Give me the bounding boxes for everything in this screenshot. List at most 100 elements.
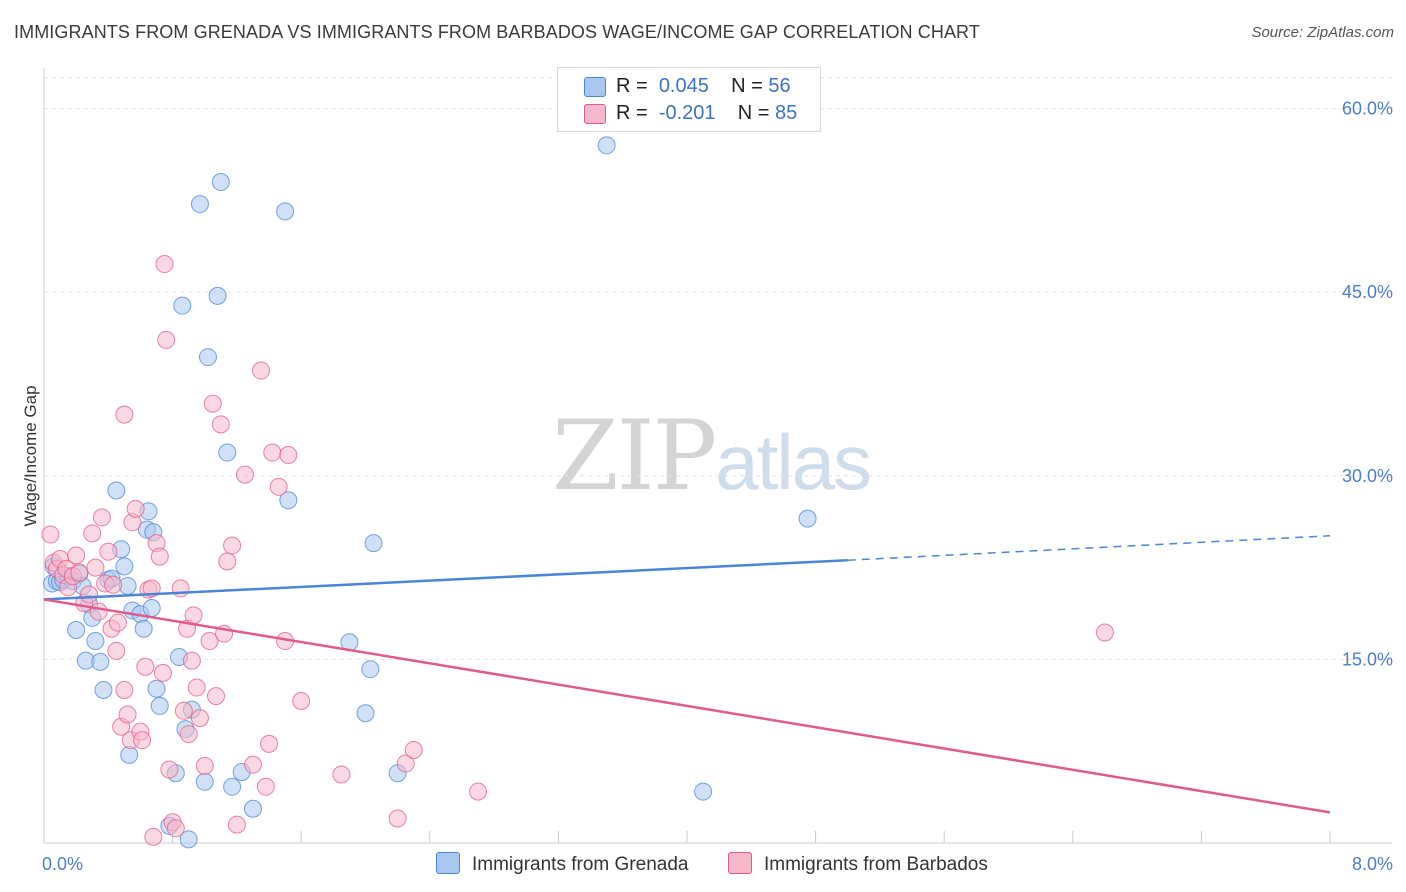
barbados-point (150, 547, 169, 566)
barbados-point (184, 606, 203, 625)
grenada-point (694, 782, 713, 801)
y-axis-label: Wage/Income Gap (21, 385, 40, 526)
legend-r-value: 0.045 (658, 75, 709, 97)
grenada-point (798, 509, 817, 528)
grenada-point (195, 772, 214, 791)
barbados-point (182, 651, 201, 670)
grenada-point (115, 557, 134, 576)
grenada-point (190, 195, 209, 214)
barbados-point (115, 681, 134, 699)
trend-lines (43, 535, 1331, 814)
barbados-point (179, 725, 198, 744)
barbados-point (269, 477, 288, 496)
barbados-point (256, 777, 275, 796)
barbados-point (126, 499, 145, 518)
barbados-point (133, 731, 152, 750)
barbados-point (243, 755, 262, 774)
legend-n-value: 85 (775, 102, 798, 124)
legend-text-barbados: R = -0.201 N = 85 (616, 102, 797, 125)
bottom-legend-barbados: Immigrants from Barbados (728, 852, 988, 876)
barbados-point (155, 255, 174, 274)
legend-r-label: R = (616, 102, 648, 124)
barbados-point (203, 394, 222, 413)
y-tick-label: 60.0% (1342, 99, 1393, 119)
barbados-point (207, 687, 226, 706)
barbados-point (195, 756, 214, 775)
barbados-point (388, 809, 407, 828)
barbados-point (263, 443, 282, 462)
legend-n-label: N = (731, 75, 763, 97)
barbados-point (166, 819, 185, 838)
grid-lines (44, 77, 1392, 660)
grenada-point (243, 799, 262, 818)
barbados-point (70, 563, 89, 582)
grenada-point (211, 173, 230, 192)
grenada-point (223, 777, 242, 796)
barbados-point (160, 760, 179, 779)
grenada-point (134, 619, 153, 638)
barbados-point (67, 546, 86, 565)
barbados-point (89, 602, 108, 621)
y-tick-label: 15.0% (1342, 649, 1393, 669)
barbados-point (86, 558, 105, 577)
grenada-point (173, 296, 192, 315)
barbados-point (136, 657, 155, 676)
barbados-point (404, 740, 423, 759)
barbados-point (469, 782, 488, 801)
x-tick-label-start: 0.0% (42, 854, 83, 874)
barbados-point (227, 815, 246, 834)
barbados-point (157, 330, 176, 349)
barbados-point (41, 525, 60, 544)
grenada-point (356, 704, 375, 723)
barbados-point (332, 765, 351, 784)
grenada-trend-extension (847, 535, 1331, 562)
bottom-legend-swatch-barbados (728, 852, 752, 874)
barbados-point (118, 705, 137, 724)
legend-r-value: -0.201 (658, 102, 716, 124)
bottom-legend-grenada: Immigrants from Grenada (436, 852, 688, 876)
zipatlas-watermark: ZIPatlas (552, 400, 872, 512)
legend-swatch-barbados (584, 104, 606, 124)
barbados-point (235, 465, 254, 484)
barbados-point (83, 524, 102, 543)
barbados-point (252, 361, 271, 380)
watermark-atlas: atlas (715, 418, 872, 506)
barbados-point (1095, 623, 1114, 642)
x-tick-label-end: 8.0% (1352, 854, 1393, 874)
legend-text-grenada: R = 0.045 N = 56 (616, 75, 791, 98)
chart-title: IMMIGRANTS FROM GRENADA VS IMMIGRANTS FR… (14, 22, 980, 42)
barbados-point (218, 552, 237, 571)
barbados-point (142, 579, 161, 598)
barbados-trend-line (43, 598, 1331, 814)
bottom-legend-label-barbados: Immigrants from Barbados (764, 854, 988, 875)
barbados-point (144, 827, 163, 846)
barbados-point (99, 542, 118, 561)
bottom-legend-swatch-grenada (436, 852, 460, 874)
grenada-point (361, 660, 380, 679)
grenada-point (94, 681, 113, 699)
barbados-point (292, 692, 311, 711)
tick-labels: 15.0% 30.0% 45.0% 60.0% 0.0% 8.0% (42, 99, 1393, 874)
source-credit: Source: ZipAtlas.com (1251, 24, 1394, 41)
grenada-point (218, 443, 237, 462)
y-tick-label: 45.0% (1342, 282, 1393, 302)
barbados-point (279, 445, 298, 464)
y-tick-label: 30.0% (1342, 466, 1393, 486)
barbados-point (223, 536, 242, 555)
barbados-point (115, 405, 134, 424)
grenada-point (91, 652, 110, 671)
grenada-point (86, 632, 105, 651)
grenada-point (597, 136, 616, 155)
legend-n-label: N = (737, 102, 770, 124)
barbados-point (190, 709, 209, 728)
bottom-legend-label-grenada: Immigrants from Grenada (472, 854, 689, 875)
grenada-point (198, 348, 217, 367)
barbados-point (153, 663, 172, 682)
legend-n-value: 56 (768, 75, 791, 97)
barbados-point (260, 734, 279, 753)
barbados-point (211, 415, 230, 434)
grenada-point (67, 621, 86, 640)
grenada-point (276, 202, 295, 221)
axes (43, 68, 1392, 844)
